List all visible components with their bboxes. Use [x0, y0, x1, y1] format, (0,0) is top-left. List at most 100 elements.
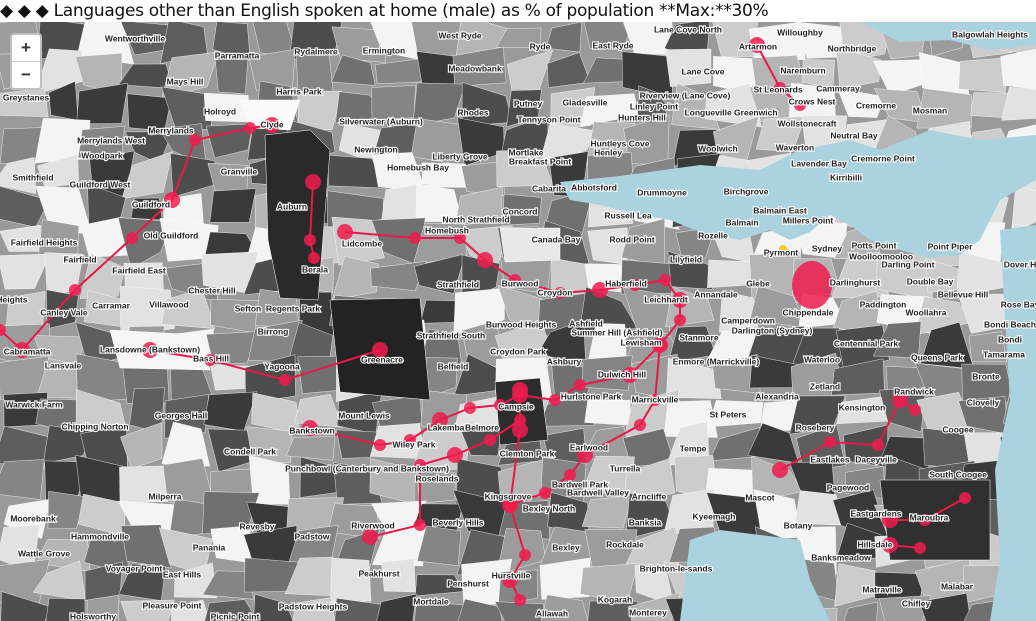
place-label: Riverwood	[351, 520, 394, 530]
zoom-out[interactable]: −	[12, 61, 40, 88]
region	[202, 570, 254, 600]
marker	[919, 514, 931, 526]
place-label: Bondi	[998, 334, 1022, 344]
region	[416, 467, 456, 504]
marker	[464, 402, 476, 414]
place-label: Brighton-le-sands	[640, 563, 713, 573]
marker	[512, 382, 528, 398]
place-label: Hillsdale	[858, 539, 893, 549]
place-label: Mosman	[913, 105, 947, 115]
place-label: Malabar	[941, 581, 974, 591]
place-label: Kyeemagh	[693, 511, 736, 521]
marker	[779, 245, 787, 253]
marker	[914, 542, 926, 554]
marker	[142, 342, 158, 358]
marker	[302, 420, 318, 436]
place-label: Henley	[594, 147, 622, 157]
place-label: Granville	[221, 166, 258, 176]
place-label: Holroyd	[204, 106, 236, 116]
zoom-control: + −	[10, 33, 42, 90]
marker	[634, 419, 646, 431]
place-label: Bronte	[972, 371, 1000, 381]
region	[294, 394, 343, 428]
region	[1001, 86, 1036, 121]
marker	[554, 287, 566, 299]
place-label: Villawood	[149, 299, 189, 309]
place-label: Ryde	[530, 41, 551, 51]
marker	[649, 394, 661, 406]
place-label: Pyrmont	[764, 247, 799, 257]
region	[621, 51, 673, 99]
place-label: Berala	[302, 264, 328, 274]
region	[120, 422, 163, 469]
place-label: Tennyson Point	[517, 114, 580, 124]
marker	[794, 99, 806, 111]
marker	[0, 324, 6, 336]
zoom-in[interactable]: +	[21, 38, 31, 57]
marker	[959, 492, 971, 504]
place-label: Queens Park	[911, 352, 963, 362]
place-label: Kirribilli	[830, 172, 862, 182]
place-label: Beverly Hills	[432, 517, 483, 527]
marker	[512, 422, 528, 438]
place-label: Newington	[354, 144, 397, 154]
marker	[304, 234, 316, 246]
marker	[244, 122, 256, 134]
place-label: Bexley	[552, 542, 580, 552]
region	[583, 22, 634, 49]
place-label: Georges Hall	[155, 410, 207, 420]
region	[84, 561, 124, 604]
region	[839, 22, 891, 62]
place-label: Fairfield	[63, 254, 96, 264]
place-label: Roselands	[416, 473, 459, 483]
place-label: Punchbowl (Canterbury and Bankstown)	[285, 463, 449, 473]
place-label: Concord	[503, 206, 538, 216]
region	[161, 288, 216, 329]
region	[370, 261, 427, 291]
marker	[574, 379, 586, 391]
place-label: Alexandria	[755, 391, 799, 401]
region	[623, 458, 676, 506]
place-label: Cabramatta	[4, 346, 51, 356]
region	[704, 83, 762, 128]
place-label: Mortdale	[413, 596, 449, 606]
place-label: Russell Lea	[604, 210, 652, 220]
marker	[374, 439, 386, 451]
marker	[14, 342, 30, 358]
place-label: Belmore	[465, 422, 499, 432]
region	[89, 150, 135, 200]
place-label: Croydon Park	[490, 346, 546, 356]
place-label: St Peters	[710, 409, 747, 419]
place-label: Paddington	[860, 299, 907, 309]
place-label: Breakfast Point	[509, 156, 572, 166]
marker	[629, 279, 641, 291]
place-label: Abbotsford	[571, 182, 617, 192]
place-label: Campsie	[498, 401, 534, 411]
region	[918, 593, 971, 621]
marker	[414, 519, 426, 531]
place-label: Clyde	[260, 119, 283, 129]
place-label: Lilyfield	[670, 254, 702, 264]
place-label: Monterey	[629, 607, 667, 617]
region	[251, 392, 301, 435]
region	[665, 48, 712, 87]
place-label: Woodpark	[81, 150, 123, 160]
region	[120, 524, 172, 569]
region	[968, 331, 1008, 362]
place-label: Lane Cove	[682, 66, 725, 76]
place-label: Millers Point	[783, 215, 834, 225]
place-label: Greystanes	[3, 92, 50, 102]
marker	[674, 314, 686, 326]
marker	[189, 134, 201, 146]
marker	[337, 224, 353, 240]
region	[120, 599, 175, 621]
place-label: Cammeray	[816, 83, 860, 93]
place-label: Lakemba	[428, 422, 465, 432]
route-line	[0, 124, 273, 352]
place-label: Rodd Point	[609, 234, 654, 244]
place-label: Sefton	[235, 303, 261, 313]
place-label: Heights	[0, 294, 28, 304]
place-label: Mount Lewis	[338, 410, 390, 420]
place-label: Northbridge	[828, 43, 877, 53]
place-label: Randwick	[894, 386, 934, 396]
